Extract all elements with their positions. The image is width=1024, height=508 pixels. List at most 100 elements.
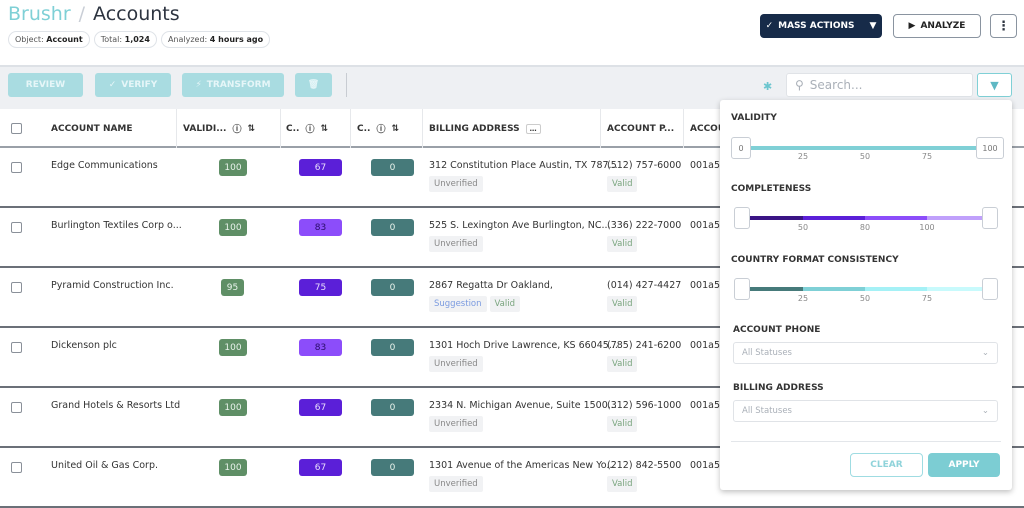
page-title: Brushr / Accounts: [8, 3, 180, 25]
table-row[interactable]: Pyramid Construction Inc. 95 75 0 2867 R…: [0, 268, 1024, 328]
breadcrumb-separator: /: [78, 3, 86, 25]
toolbar-divider: [346, 73, 347, 97]
consistency-slider[interactable]: [748, 287, 990, 291]
filter-icon: ▼: [990, 78, 999, 92]
ellipsis-icon[interactable]: …: [525, 123, 541, 134]
phone-cell: (212) 842-5500 Valid: [607, 460, 681, 492]
column-validity[interactable]: VALIDI... ⓘ ⇅: [183, 123, 256, 136]
tick-label: 80: [859, 223, 871, 232]
column-consistency[interactable]: C.. ⓘ ⇅: [357, 123, 400, 136]
completeness-filter-label: COMPLETENESS: [731, 184, 812, 194]
lightning-icon: ⚡: [195, 80, 202, 90]
more-menu-button[interactable]: ⋮: [990, 14, 1017, 38]
row-checkbox[interactable]: [11, 222, 22, 233]
row-checkbox[interactable]: [11, 162, 22, 173]
account-phone-select[interactable]: All Statuses ⌄: [733, 342, 998, 364]
row-checkbox[interactable]: [11, 462, 22, 473]
row-checkbox[interactable]: [11, 342, 22, 353]
billing-address-cell: 525 S. Lexington Ave Burlington, NC... Un…: [429, 220, 611, 252]
search-icon: ⚲: [795, 78, 804, 92]
validity-min-handle[interactable]: 0: [731, 137, 751, 159]
address-status-tag: Unverified: [429, 476, 483, 492]
tick-label: 25: [797, 294, 809, 303]
consistency-score-badge: 0: [371, 459, 414, 476]
phone-cell: (512) 757-6000 Valid: [607, 160, 681, 192]
table-row[interactable]: Edge Communications 100 67 0 312 Constit…: [0, 148, 1024, 208]
tick-label: 100: [919, 223, 935, 232]
mass-actions-button[interactable]: ✓ MASS ACTIONS ▼: [760, 14, 882, 38]
consistency-score-badge: 0: [371, 339, 414, 356]
consistency-filter-label: COUNTRY FORMAT CONSISTENCY: [731, 255, 899, 265]
account-name[interactable]: Burlington Textiles Corp o...: [51, 220, 182, 231]
account-name[interactable]: Grand Hotels & Resorts Ltd: [51, 400, 181, 411]
phone-status-tag: Valid: [607, 476, 638, 492]
search-input[interactable]: ⚲ Search...: [786, 73, 973, 97]
billing-address-cell: 2334 N. Michigan Avenue, Suite 1500... Un…: [429, 400, 617, 432]
panel-divider: [731, 441, 1001, 442]
phone-status-tag: Valid: [607, 356, 638, 372]
account-id-cell: 001a50: [690, 280, 727, 291]
tick-label: 50: [859, 152, 871, 161]
table-row[interactable]: Grand Hotels & Resorts Ltd 100 67 0 2334…: [0, 388, 1024, 448]
row-checkbox[interactable]: [11, 282, 22, 293]
account-name[interactable]: Pyramid Construction Inc.: [51, 280, 174, 291]
review-button[interactable]: REVIEW: [8, 73, 83, 97]
row-checkbox[interactable]: [11, 402, 22, 413]
gear-icon[interactable]: ✱: [763, 80, 773, 93]
filter-button[interactable]: ▼: [977, 73, 1012, 97]
validity-max-handle[interactable]: 100: [976, 137, 1004, 159]
sort-icon[interactable]: ⇅: [391, 123, 400, 134]
completeness-score-badge: 75: [299, 279, 342, 296]
address-status-tag: Unverified: [429, 356, 483, 372]
column-billing-address[interactable]: BILLING ADDRESS…: [429, 109, 541, 148]
table-row[interactable]: Dickenson plc 100 83 0 1301 Hoch Drive L…: [0, 328, 1024, 388]
account-id-cell: 001a50: [690, 220, 727, 231]
sort-icon[interactable]: ⇅: [247, 123, 256, 134]
completeness-score-badge: 67: [299, 399, 342, 416]
validity-slider[interactable]: [750, 146, 990, 150]
completeness-min-handle[interactable]: [734, 207, 750, 229]
select-all-checkbox[interactable]: [11, 123, 22, 134]
validity-score-badge: 95: [221, 279, 244, 296]
completeness-slider[interactable]: [748, 216, 990, 220]
analyze-button[interactable]: ▶ ANALYZE: [893, 14, 981, 38]
delete-button[interactable]: 🗑: [295, 73, 332, 97]
account-name[interactable]: Edge Communications: [51, 160, 158, 171]
phone-status-tag: Valid: [607, 296, 638, 312]
column-account-id[interactable]: ACCOU: [690, 123, 726, 134]
consistency-max-handle[interactable]: [982, 278, 998, 300]
sort-icon[interactable]: ⇅: [320, 123, 329, 134]
phone-status-tag: Valid: [607, 236, 638, 252]
account-name[interactable]: United Oil & Gas Corp.: [51, 460, 158, 471]
transform-button[interactable]: ⚡ TRANSFORM: [182, 73, 284, 97]
completeness-max-handle[interactable]: [982, 207, 998, 229]
validity-score-badge: 100: [219, 219, 247, 236]
title-text: Accounts: [93, 3, 180, 25]
validity-score-badge: 100: [219, 339, 247, 356]
phone-cell: (312) 596-1000 Valid: [607, 400, 681, 432]
consistency-min-handle[interactable]: [734, 278, 750, 300]
billing-address-cell: 2867 Regatta Dr Oakland, Suggestion Valid: [429, 280, 553, 312]
address-status-tag: Valid: [489, 296, 520, 312]
completeness-score-badge: 67: [299, 459, 342, 476]
column-account-phone[interactable]: ACCOUNT P...: [607, 123, 675, 134]
validity-score-badge: 100: [219, 159, 247, 176]
clear-button[interactable]: CLEAR: [850, 453, 923, 477]
brand-link[interactable]: Brushr: [8, 3, 71, 25]
phone-status-tag: Valid: [607, 416, 638, 432]
info-icon: ⓘ: [232, 125, 242, 135]
validity-score-badge: 100: [219, 399, 247, 416]
billing-address-select[interactable]: All Statuses ⌄: [733, 400, 998, 422]
validity-filter-label: VALIDITY: [731, 113, 777, 123]
phone-cell: (014) 427-4427 Valid: [607, 280, 681, 312]
table-row[interactable]: Burlington Textiles Corp o... 100 83 0 5…: [0, 208, 1024, 268]
tick-label: 75: [921, 294, 933, 303]
column-completeness[interactable]: C.. ⓘ ⇅: [286, 123, 329, 136]
validity-score-badge: 100: [219, 459, 247, 476]
column-account-name[interactable]: ACCOUNT NAME: [51, 123, 133, 134]
verify-button[interactable]: ✓ VERIFY: [95, 73, 171, 97]
apply-button[interactable]: APPLY: [928, 453, 1000, 477]
account-id-cell: 001a50: [690, 160, 727, 171]
account-name[interactable]: Dickenson plc: [51, 340, 117, 351]
address-status-tag: Unverified: [429, 236, 483, 252]
